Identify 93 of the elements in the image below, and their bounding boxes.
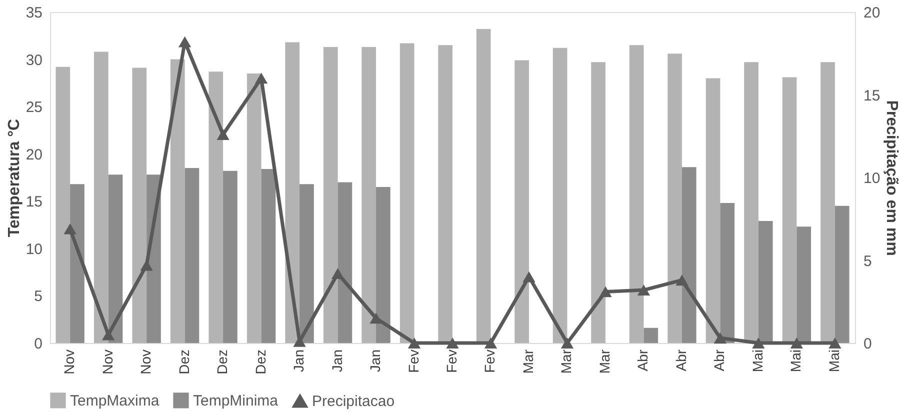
point [599,286,612,298]
bar [514,60,529,343]
point [331,268,344,279]
x-tick-label: Abr [672,349,689,372]
point [637,284,650,296]
y2-tick-label: 5 [864,252,872,270]
point [714,332,727,344]
y-tick-label: 15 [26,194,42,211]
legend-label: TempMaxima [70,392,160,410]
x-tick-label: Mai [826,350,842,372]
x-tick-label: Mai [788,350,804,372]
x-tick-label: Fev [405,350,422,373]
bar [668,54,682,343]
y-tick-label: 5 [34,288,42,306]
point [446,338,459,348]
y-tick-label: 35 [26,4,42,22]
point [370,312,382,324]
point [254,72,268,84]
legend-label: Precipitacao [312,392,395,410]
x-tick-label: Fev [482,350,498,373]
x-tick-label: Nov [61,350,78,374]
bar [184,168,200,343]
bar [300,184,314,343]
point [676,274,688,286]
bar [476,29,491,343]
point [522,271,536,282]
bar [782,77,797,343]
x-tick-label: Fev [444,350,460,373]
x-tick-label: Dez [176,350,192,374]
x-tick-label: Abr [634,349,651,372]
bar [552,48,568,343]
bar [438,45,452,343]
bar [108,174,123,343]
x-tick-label: Nov [138,350,154,374]
y2-tick-label: 15 [864,87,880,104]
legend-label: TempMinima [193,392,279,410]
x-tick-label: Mar [558,349,574,374]
x-tick-label: Nov [99,350,116,374]
point [408,338,421,348]
bar [285,42,300,343]
bar [400,43,414,343]
x-tick-label: Mar [520,349,536,374]
point [560,338,574,348]
y-tick-label: 0 [34,336,42,352]
bar [246,73,262,343]
x-tick-label: Jan [328,350,345,372]
bar [208,72,224,343]
bar [223,170,238,343]
point [828,338,842,348]
y2-tick-label: 20 [864,4,880,22]
bar [376,186,390,343]
bar [629,45,644,343]
point [102,329,115,340]
bar [94,52,108,343]
x-tick-label: Dez [214,350,230,374]
x-tick-label: Mai [749,350,766,372]
point [64,223,76,234]
x-tick-label: Jan [367,350,384,372]
point [752,338,765,348]
bar [132,68,147,343]
bar [644,328,658,343]
x-tick-label: Abr [711,349,728,372]
bar [170,59,185,343]
point [790,338,804,348]
y2-tick-label: 0 [864,336,872,352]
y2-axis-title: Precipitação em mm [883,100,900,256]
y-tick-label: 25 [26,99,42,116]
x-tick-label: Mar [596,349,612,374]
bar [820,62,835,343]
bar [706,78,720,343]
y-tick-label: 30 [26,52,42,69]
bar [591,62,606,343]
bar [744,62,758,343]
point [484,338,498,348]
x-tick-label: Jan [290,350,307,372]
y-tick-label: 10 [26,240,42,258]
bar [758,221,773,343]
bar [56,66,70,343]
y-axis-title: Temperatura °C [6,118,23,238]
bar [796,226,812,343]
bar [323,46,338,343]
bar [338,182,352,343]
bar [362,46,376,343]
y2-tick-label: 10 [864,170,880,187]
bar [682,167,696,343]
bar [70,184,84,343]
bar [720,203,735,343]
bar [834,206,850,343]
y-tick-label: 20 [26,146,42,164]
x-tick-label: Dez [252,350,268,374]
bar [261,168,276,343]
point [216,128,230,140]
point [178,36,192,48]
